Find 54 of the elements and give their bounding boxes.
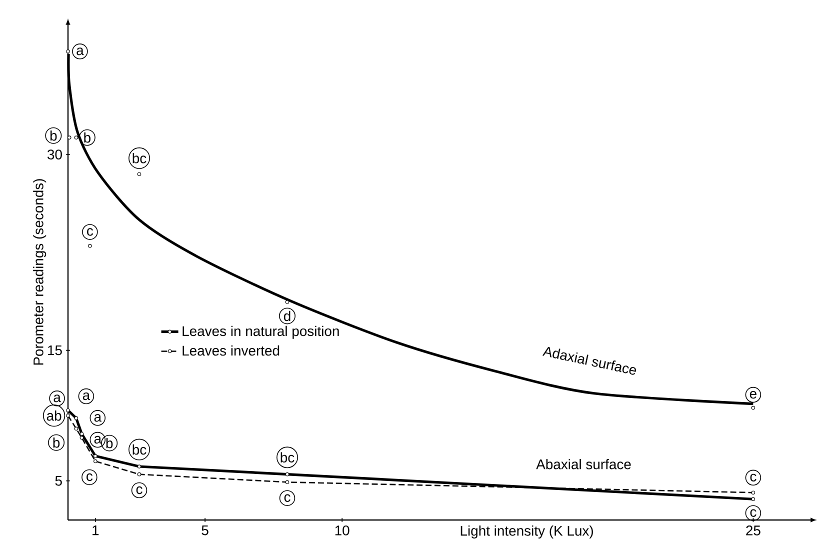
point <box>74 416 78 420</box>
y-tick-label: 30 <box>48 150 62 160</box>
point <box>137 464 142 468</box>
point <box>80 432 84 436</box>
annotation: b <box>84 132 90 143</box>
annotation: bc <box>132 153 146 164</box>
annotation: c <box>750 509 756 517</box>
annotation: b <box>106 438 113 448</box>
point <box>74 426 78 431</box>
x-axis-title: Light intensity (K Lux) <box>460 526 593 539</box>
legend-label: Leaves inverted <box>182 345 280 356</box>
annotation: a <box>54 394 61 402</box>
annotation: c <box>136 486 142 494</box>
y-tick-label: 5 <box>55 476 62 486</box>
point <box>80 436 84 440</box>
annotation: e <box>750 390 756 399</box>
annotation: ab <box>46 410 62 421</box>
x-tick-label: 25 <box>746 526 760 536</box>
point <box>94 459 98 464</box>
point <box>88 244 92 248</box>
x-tick-label: 1 <box>92 526 99 536</box>
point <box>74 136 78 140</box>
annotation: bc <box>132 444 146 455</box>
annotation: c <box>284 494 290 502</box>
annotation: c <box>750 474 756 482</box>
point <box>285 480 290 484</box>
point <box>285 300 290 304</box>
annotation: Adaxial surface <box>542 346 636 375</box>
annotation: a <box>76 48 84 56</box>
annotation: a <box>82 392 90 400</box>
point <box>285 472 290 476</box>
annotation: Abaxial surface <box>536 459 631 470</box>
point <box>751 490 756 494</box>
point <box>751 497 756 502</box>
point <box>751 406 756 410</box>
point <box>66 414 70 418</box>
annotation: a <box>94 436 102 444</box>
point <box>94 454 98 458</box>
point <box>137 172 142 176</box>
annotation: b <box>53 437 60 448</box>
annotation: b <box>50 130 57 141</box>
point <box>66 50 70 54</box>
annotation: d <box>284 310 290 322</box>
annotation: c <box>87 228 94 236</box>
point <box>137 472 142 476</box>
x-tick-label: 10 <box>335 526 350 536</box>
legend-label: Leaves in natural position <box>182 326 339 339</box>
annotation: bc <box>280 452 294 463</box>
annotation: c <box>86 473 93 482</box>
y-axis-title: Porometer readings (seconds) <box>33 179 46 365</box>
y-tick-label: 15 <box>48 345 62 356</box>
annotation: a <box>94 414 102 422</box>
point <box>66 408 70 412</box>
x-tick-label: 5 <box>202 526 208 536</box>
